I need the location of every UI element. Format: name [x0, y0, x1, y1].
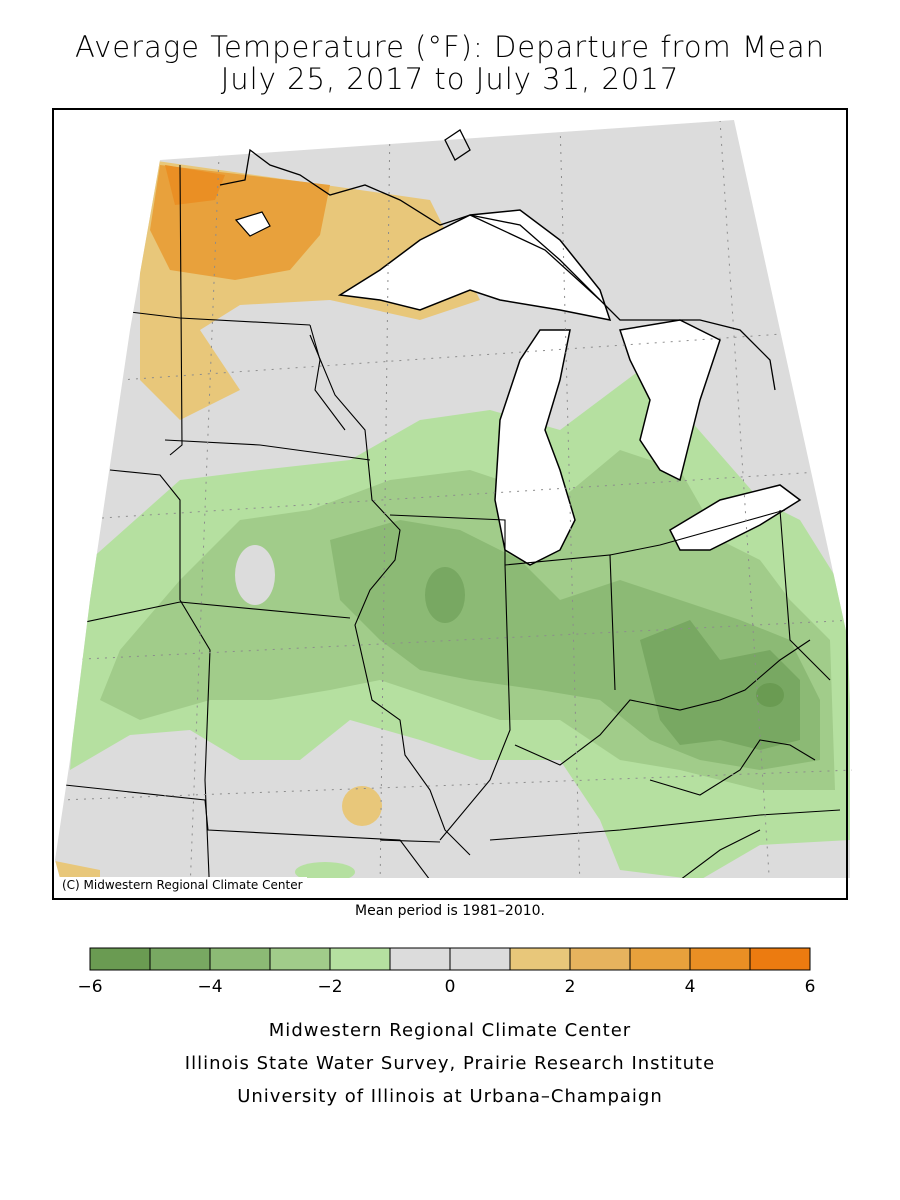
cool-region-4 — [640, 620, 800, 750]
legend-bin — [89, 947, 151, 971]
legend-bin — [569, 947, 631, 971]
legend-tick-label: −2 — [317, 977, 342, 997]
mean-period-note: Mean period is 1981–2010. — [355, 903, 545, 919]
legend-tick-label: 2 — [565, 977, 576, 997]
legend-bin — [149, 947, 211, 971]
legend-tick-label: 0 — [445, 977, 456, 997]
lake-red — [234, 211, 271, 237]
legend-bin — [749, 947, 811, 971]
map-frame — [52, 108, 848, 900]
lake-huron — [619, 319, 721, 482]
warm-spot-missouri — [342, 786, 382, 826]
canada-coastline — [219, 129, 776, 391]
cool-spot-south — [295, 862, 355, 878]
legend-tick-label: 4 — [685, 977, 696, 997]
legend-bin — [389, 947, 451, 971]
legend-tick-label: 6 — [805, 977, 816, 997]
map-fill — [55, 120, 855, 878]
legend-bin — [509, 947, 571, 971]
legend-bin — [449, 947, 511, 971]
state-borders — [64, 164, 841, 878]
warm-region-southwest — [55, 860, 100, 878]
graticule — [59, 120, 855, 878]
map-date-range: July 25, 2017 to July 31, 2017 — [220, 62, 680, 96]
legend-tick-label: −4 — [197, 977, 222, 997]
footer-university: University of Illinois at Urbana–Champai… — [237, 1086, 663, 1107]
legend-bins — [89, 947, 811, 971]
legend-bin — [629, 947, 691, 971]
neutral-spot-iowa — [235, 545, 275, 605]
footer-org: Midwestern Regional Climate Center — [268, 1020, 632, 1041]
cool-core-illinois — [425, 567, 465, 623]
legend-bin — [329, 947, 391, 971]
map-title: Average Temperature (°F): Departure from… — [74, 30, 826, 64]
legend-ticks: −6 −4 −2 0 2 4 6 — [77, 977, 815, 997]
legend-bin — [689, 947, 751, 971]
map-credit: (C) Midwestern Regional Climate Center — [58, 877, 307, 893]
cool-core-ohio — [756, 683, 784, 707]
legend-tick-label: −6 — [77, 977, 102, 997]
footer-survey: Illinois State Water Survey, Prairie Res… — [184, 1053, 716, 1074]
legend-bin — [269, 947, 331, 971]
legend-bin — [209, 947, 271, 971]
